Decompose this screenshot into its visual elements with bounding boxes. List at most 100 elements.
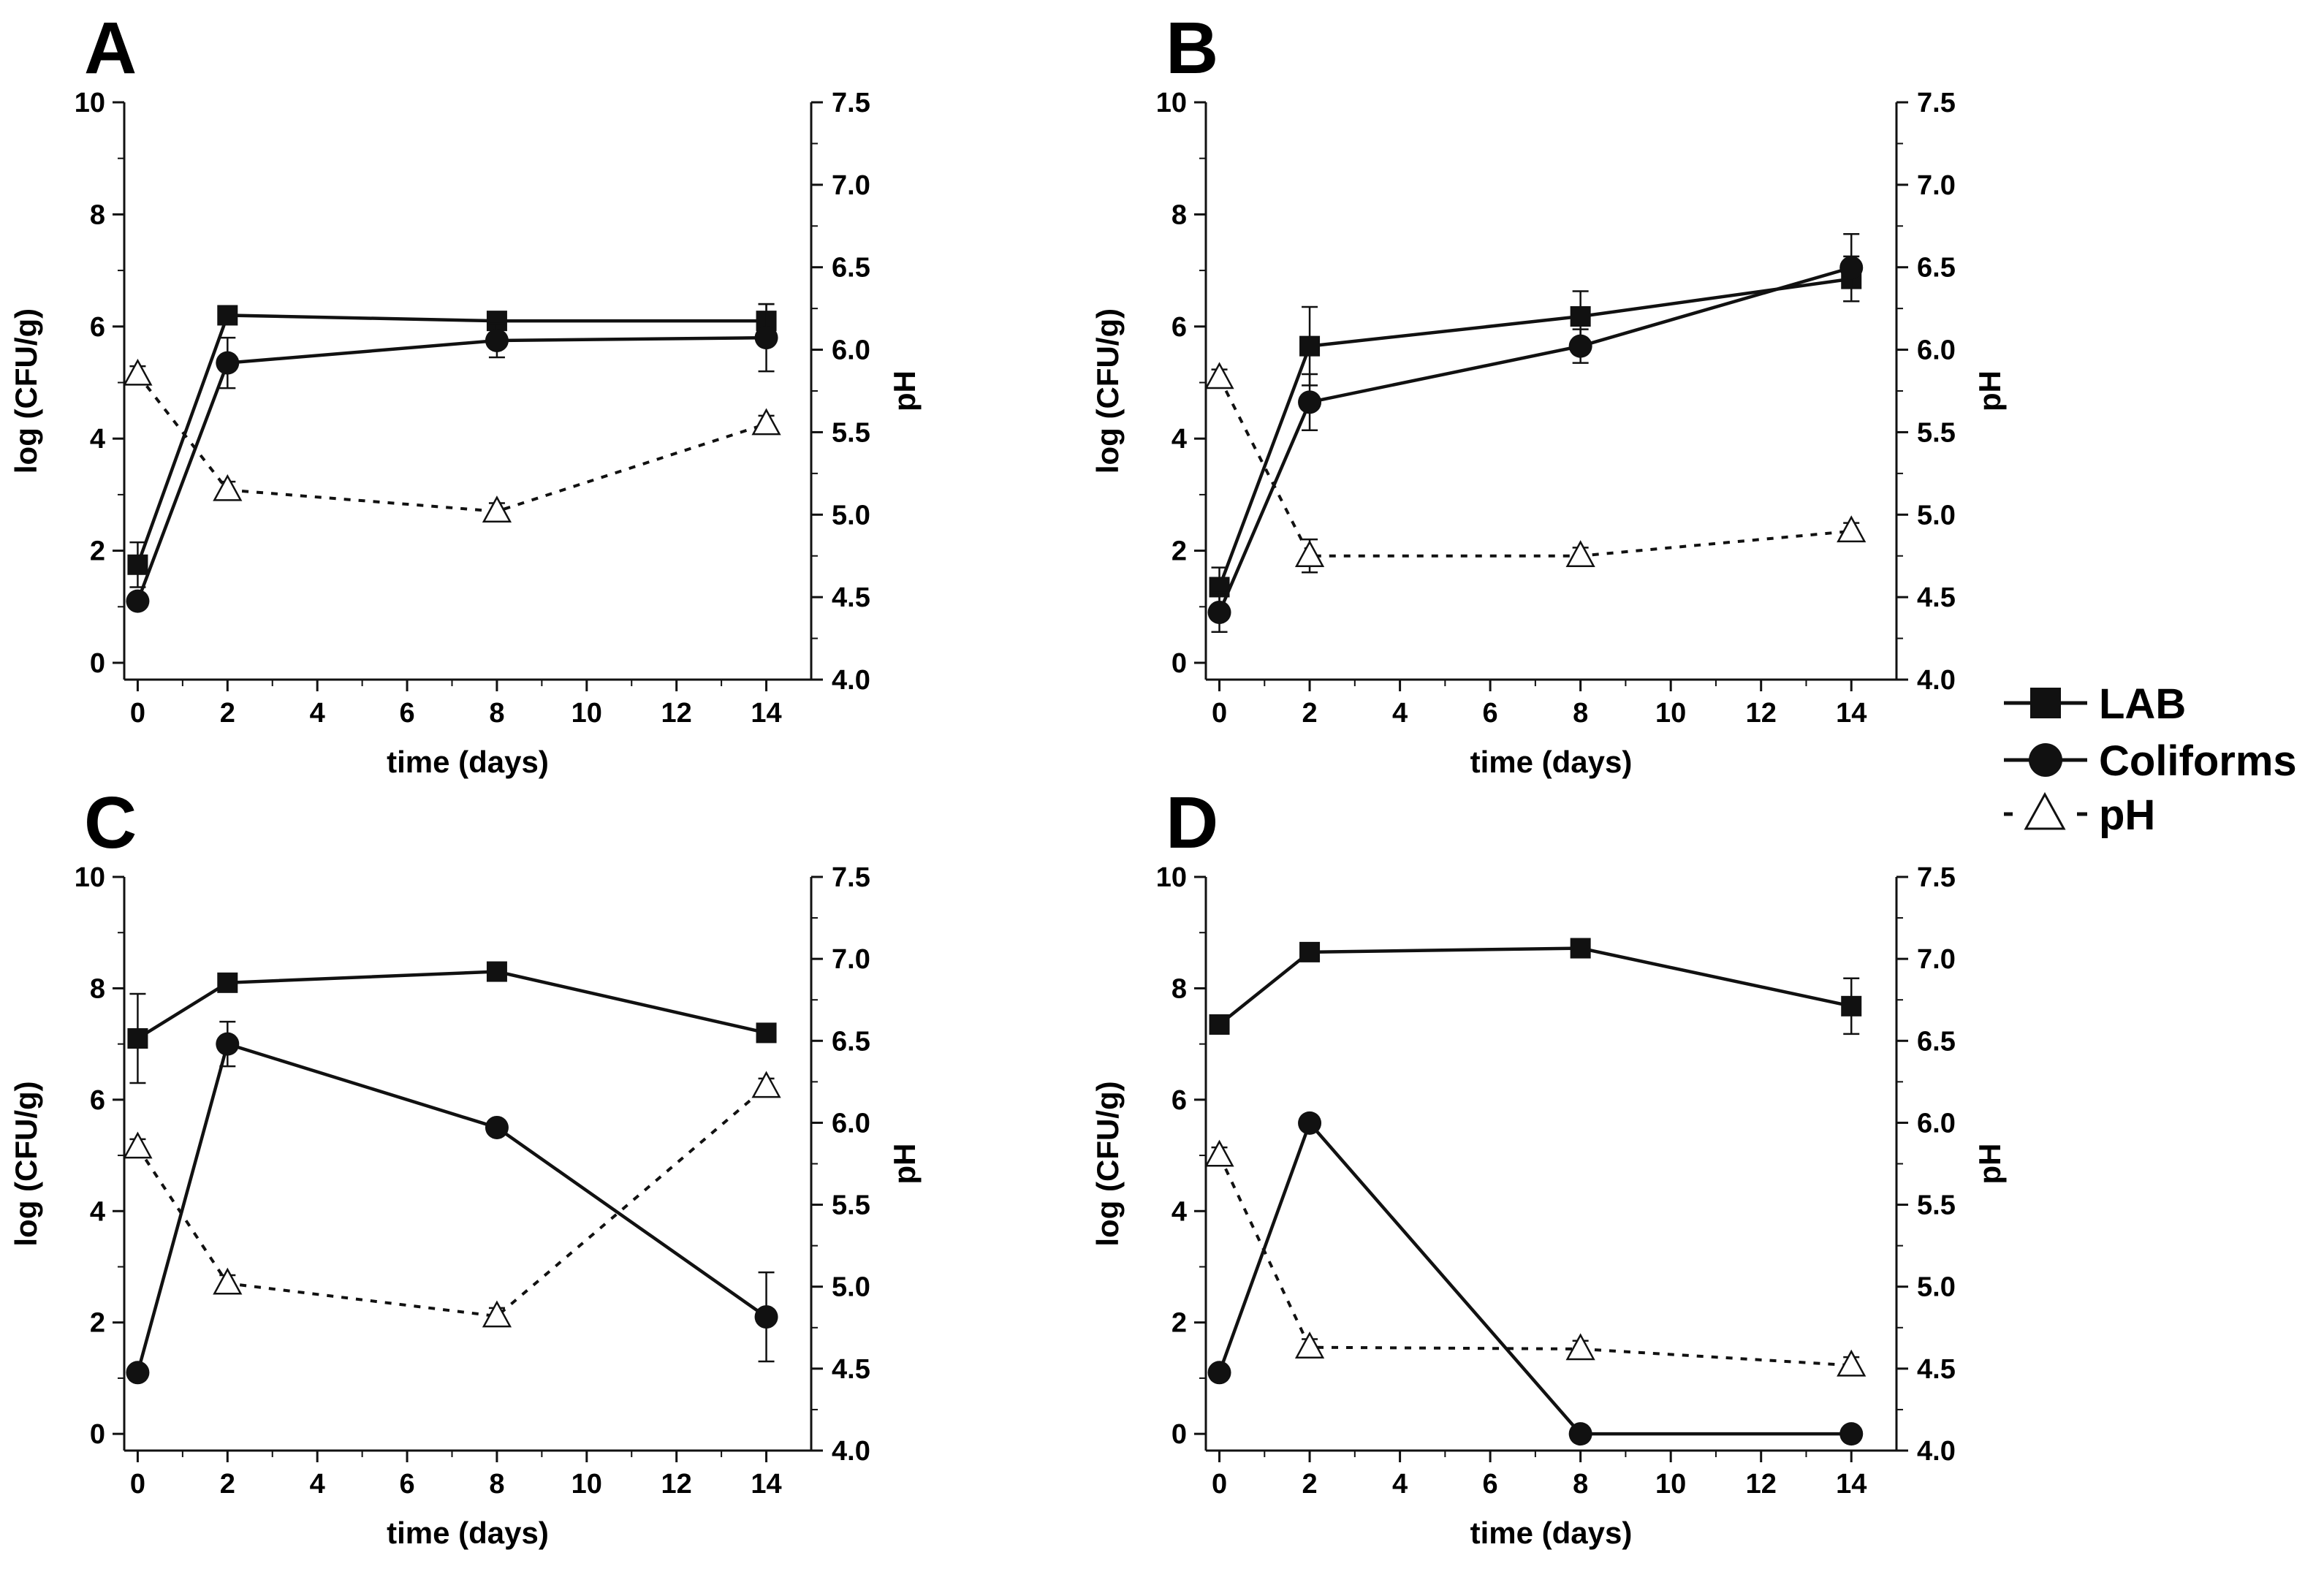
legend: LAB Coliforms pH — [2004, 680, 2297, 839]
y-tick-label: 6 — [90, 312, 105, 343]
data-point-ph — [1204, 362, 1234, 390]
data-point-ph — [1294, 540, 1325, 567]
y-tick-label: 10 — [75, 862, 105, 893]
x-axis-title: time (days) — [1470, 745, 1633, 779]
data-point-coliforms — [1207, 600, 1231, 624]
y2-tick-label: 4.5 — [832, 1354, 870, 1385]
x-tick-label: 8 — [489, 1469, 504, 1500]
x-tick-label: 4 — [310, 1469, 325, 1500]
legend-item-lab: LAB — [2004, 680, 2186, 728]
x-tick-label: 6 — [399, 1469, 414, 1500]
y2-tick-label: 7.5 — [1917, 862, 1956, 893]
data-point-ph — [1565, 1333, 1595, 1361]
y2-tick-label: 7.0 — [832, 944, 870, 975]
data-point-ph — [1204, 1139, 1234, 1167]
x-axis-title: time (days) — [1470, 1516, 1633, 1550]
data-point-coliforms — [1568, 1422, 1592, 1446]
data-point-ph — [213, 1267, 243, 1295]
y-tick-label: 0 — [1172, 1419, 1187, 1450]
y-tick-label: 2 — [90, 536, 105, 567]
data-point-ph — [1837, 515, 1867, 543]
y-tick-label: 8 — [1172, 200, 1187, 230]
y2-tick-label: 4.5 — [1917, 1354, 1956, 1385]
y2-tick-label: 7.0 — [832, 170, 870, 201]
y2-tick-label: 5.0 — [1917, 500, 1956, 531]
x-tick-label: 0 — [130, 1469, 145, 1500]
panel-a: A 0 2 4 6 8 10 12 14 0 2 4 6 8 10 4.0 4.5 5.0 5.5 6.0 6.5 7.0… — [9, 7, 922, 779]
x-tick-label: 14 — [1836, 1469, 1867, 1500]
series-line-ph — [1218, 1155, 1852, 1367]
legend-marker — [2029, 743, 2062, 777]
data-point-lab — [756, 1022, 777, 1044]
y2-tick-label: 6.0 — [832, 1108, 870, 1139]
x-tick-label: 8 — [1573, 698, 1588, 729]
series-line-ph — [136, 1085, 767, 1318]
y-tick-label: 0 — [1172, 648, 1187, 679]
data-point-coliforms — [754, 326, 778, 350]
x-tick-label: 8 — [1573, 1469, 1588, 1500]
y2-tick-label: 5.0 — [832, 500, 870, 531]
series-line-coliforms — [136, 335, 767, 602]
data-point-lab — [217, 305, 238, 326]
x-tick-label: 0 — [1212, 1469, 1227, 1500]
legend-label: pH — [2099, 791, 2155, 839]
data-point-ph — [482, 495, 512, 523]
y2-tick-label: 7.0 — [1917, 170, 1956, 201]
data-point-coliforms — [1839, 1422, 1864, 1446]
y2-tick-label: 4.0 — [832, 1436, 870, 1467]
y-tick-label: 4 — [1172, 1196, 1187, 1227]
x-tick-label: 14 — [751, 1469, 781, 1500]
panel-letter: B — [1166, 7, 1218, 89]
y2-tick-label: 6.5 — [832, 253, 870, 284]
y-tick-label: 6 — [90, 1085, 105, 1116]
y2-axis-title: pH — [887, 370, 922, 411]
x-tick-label: 14 — [1836, 698, 1867, 729]
y-tick-label: 4 — [90, 424, 105, 455]
data-point-ph — [751, 408, 781, 436]
series-line-ph — [136, 373, 767, 513]
data-point-coliforms — [754, 1305, 778, 1329]
y2-tick-label: 7.0 — [1917, 944, 1956, 975]
series-line-coliforms — [1218, 266, 1852, 613]
y-tick-label: 8 — [90, 200, 105, 230]
x-tick-label: 4 — [1392, 698, 1408, 729]
data-point-coliforms — [216, 1032, 240, 1056]
x-tick-label: 8 — [489, 698, 504, 729]
data-point-coliforms — [1298, 390, 1322, 414]
legend-marker — [2024, 791, 2066, 830]
y2-tick-label: 6.0 — [832, 335, 870, 366]
panel-d: D 0 2 4 6 8 10 12 14 0 2 4 6 8 10 4.0 4.5 5.0 5.5 6.0 6.5 7.0… — [1090, 782, 2007, 1550]
legend-label: Coliforms — [2099, 737, 2297, 785]
x-tick-label: 4 — [1392, 1469, 1408, 1500]
y-tick-label: 4 — [90, 1196, 105, 1227]
data-point-ph — [1837, 1349, 1867, 1377]
data-point-ph — [123, 358, 153, 386]
panel-b: B 0 2 4 6 8 10 12 14 0 2 4 6 8 10 4.0 4.5 5.0 5.5 6.0 6.5 7.0… — [1090, 7, 2007, 779]
data-point-ph — [482, 1300, 512, 1328]
y2-tick-label: 5.0 — [832, 1272, 870, 1303]
data-point-ph — [213, 474, 243, 501]
x-tick-label: 2 — [220, 1469, 235, 1500]
y-tick-label: 10 — [1156, 88, 1187, 118]
y2-tick-label: 7.5 — [832, 862, 870, 893]
y2-tick-label: 7.5 — [1917, 88, 1956, 118]
x-tick-label: 6 — [1483, 698, 1498, 729]
y-tick-label: 4 — [1172, 424, 1187, 455]
data-point-coliforms — [1568, 334, 1592, 358]
data-point-coliforms — [1839, 256, 1864, 280]
x-tick-label: 6 — [399, 698, 414, 729]
x-tick-label: 10 — [1655, 1469, 1686, 1500]
y-tick-label: 0 — [90, 1419, 105, 1450]
series-line-coliforms — [1218, 1120, 1852, 1436]
series-line-coliforms — [136, 1041, 767, 1373]
data-point-lab — [1209, 1014, 1230, 1035]
x-tick-label: 6 — [1483, 1469, 1498, 1500]
x-tick-label: 2 — [220, 698, 235, 729]
y2-tick-label: 5.5 — [1917, 1190, 1956, 1221]
y-tick-label: 10 — [1156, 862, 1187, 893]
x-axis-title: time (days) — [387, 745, 549, 779]
x-tick-label: 14 — [751, 698, 781, 729]
y2-axis-title: pH — [887, 1144, 922, 1185]
data-point-lab — [1299, 941, 1321, 962]
